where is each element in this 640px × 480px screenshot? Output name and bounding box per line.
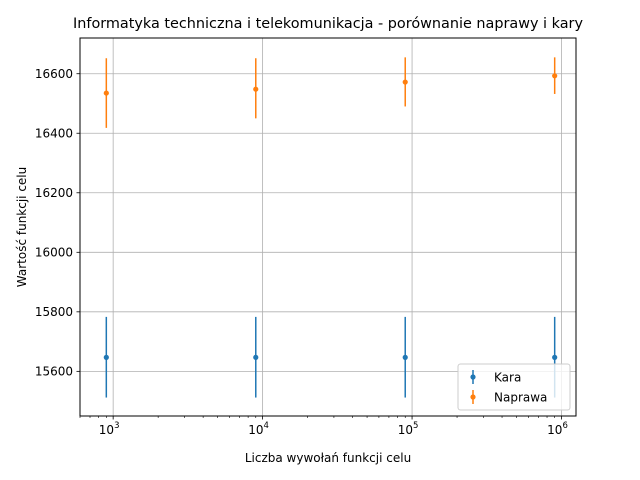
x-tick-label: 103 xyxy=(99,421,120,437)
legend-box xyxy=(457,363,571,411)
y-tick-label: 16600 xyxy=(35,67,73,81)
x-axis-label: Liczba wywołań funkcji celu xyxy=(245,451,411,465)
y-tick-label: 16000 xyxy=(35,246,73,260)
plot-data xyxy=(103,57,558,398)
legend-label: Kara xyxy=(494,370,521,384)
x-tick-label: 104 xyxy=(248,421,269,437)
y-tick-label: 15600 xyxy=(35,365,73,379)
data-point xyxy=(552,354,558,360)
legend-label: Naprawa xyxy=(494,390,547,404)
legend-marker xyxy=(470,394,476,400)
data-point xyxy=(103,354,109,360)
data-point xyxy=(402,354,408,360)
x-tick-label: 105 xyxy=(398,421,419,437)
y-axis-label: Wartość funkcji celu xyxy=(15,167,29,287)
y-tick-label: 16400 xyxy=(35,127,73,141)
data-point xyxy=(253,86,259,92)
data-point xyxy=(103,90,109,96)
series-naprawa xyxy=(103,57,558,128)
data-point xyxy=(552,73,558,79)
legend-marker xyxy=(470,374,476,380)
grid xyxy=(80,38,576,416)
plot-frame xyxy=(79,37,577,417)
axis-ticks: 15600 15800 16000 16200 16400 16600 103 104 105 1… xyxy=(35,67,568,437)
legend: Kara Naprawa xyxy=(457,363,571,411)
y-tick-label: 16200 xyxy=(35,186,73,200)
x-tick-label: 106 xyxy=(547,421,568,437)
data-point xyxy=(402,79,408,85)
chart-title: Informatyka techniczna i telekomunikacja… xyxy=(73,16,583,32)
data-point xyxy=(253,354,259,360)
y-tick-label: 15800 xyxy=(35,305,73,319)
